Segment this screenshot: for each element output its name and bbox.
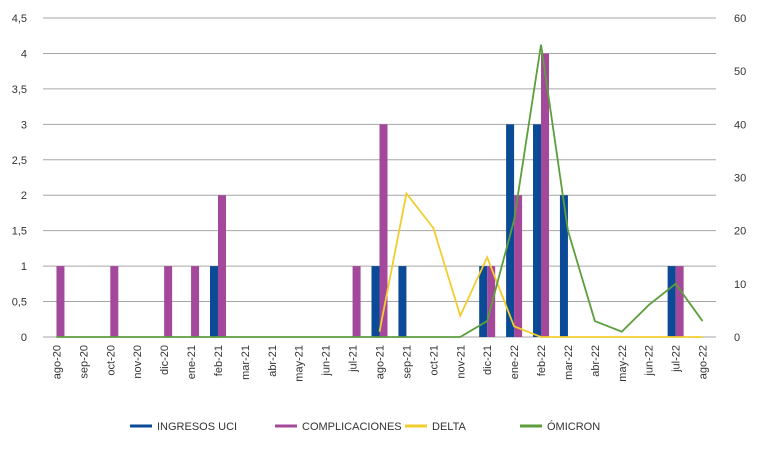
- left-tick-label: 2,5: [12, 155, 27, 167]
- left-tick-label: 0: [21, 332, 27, 344]
- category-label: sep-20: [78, 345, 90, 379]
- category-label: jun-22: [644, 345, 656, 377]
- left-tick-label: 3,5: [12, 84, 27, 96]
- category-label: oct-21: [428, 345, 440, 376]
- category-label: abr-21: [267, 345, 279, 377]
- right-tick-label: 50: [734, 66, 746, 78]
- category-label: jul-22: [671, 345, 683, 373]
- bar-ingresos-uci: [533, 124, 542, 337]
- left-tick-label: 4,5: [12, 13, 27, 25]
- category-label: feb-22: [536, 345, 548, 376]
- bar-complicaciones: [487, 266, 496, 337]
- legend-label: ÓMICRON: [547, 420, 600, 433]
- right-tick-label: 20: [734, 226, 746, 238]
- right-tick-label: 0: [734, 332, 740, 344]
- category-label: ago-20: [51, 345, 63, 379]
- category-label: dic-20: [159, 345, 171, 375]
- bar-ingresos-uci: [667, 266, 676, 337]
- right-tick-label: 10: [734, 279, 746, 291]
- legend-label: INGRESOS UCI: [157, 421, 237, 433]
- category-label: nov-20: [132, 345, 144, 379]
- bar-ingresos-uci: [209, 266, 218, 337]
- bar-complicaciones: [514, 195, 523, 337]
- bar-complicaciones: [110, 266, 119, 337]
- bar-complicaciones: [191, 266, 200, 337]
- bar-complicaciones: [541, 53, 550, 337]
- legend-label: COMPLICACIONES: [302, 421, 402, 433]
- category-label: mar-22: [563, 345, 575, 380]
- category-label: dic-21: [482, 345, 494, 375]
- right-tick-label: 40: [734, 119, 746, 131]
- left-tick-label: 4: [21, 48, 27, 60]
- left-tick-label: 0,5: [12, 297, 27, 309]
- left-tick-label: 2: [21, 190, 27, 202]
- bar-ingresos-uci: [506, 124, 515, 337]
- category-label: ene-21: [186, 345, 198, 379]
- left-tick-label: 3: [21, 119, 27, 131]
- left-tick-label: 1: [21, 261, 27, 273]
- bar-complicaciones: [352, 266, 361, 337]
- bar-complicaciones: [164, 266, 173, 337]
- left-tick-label: 1,5: [12, 226, 27, 238]
- category-label: nov-21: [455, 345, 467, 379]
- bar-complicaciones: [379, 124, 388, 337]
- bar-complicaciones: [56, 266, 65, 337]
- bar-ingresos-uci: [398, 266, 407, 337]
- category-label: oct-20: [105, 345, 117, 376]
- category-label: may-22: [617, 345, 629, 382]
- category-label: jul-21: [348, 345, 360, 373]
- category-label: jun-21: [321, 345, 333, 377]
- category-label: mar-21: [240, 345, 252, 380]
- category-label: sep-21: [401, 345, 413, 379]
- right-tick-label: 60: [734, 13, 746, 25]
- category-label: ene-22: [509, 345, 521, 379]
- right-tick-label: 30: [734, 173, 746, 185]
- bar-complicaciones: [675, 266, 684, 337]
- bar-ingresos-uci: [559, 195, 568, 337]
- legend-label: DELTA: [432, 421, 466, 433]
- bar-complicaciones: [217, 195, 226, 337]
- category-label: abr-22: [590, 345, 602, 377]
- category-label: feb-21: [213, 345, 225, 376]
- category-label: may-21: [294, 345, 306, 382]
- bar-ingresos-uci: [371, 266, 380, 337]
- category-label: ago-22: [698, 345, 710, 379]
- category-label: ago-21: [375, 345, 387, 379]
- bar-ingresos-uci: [479, 266, 488, 337]
